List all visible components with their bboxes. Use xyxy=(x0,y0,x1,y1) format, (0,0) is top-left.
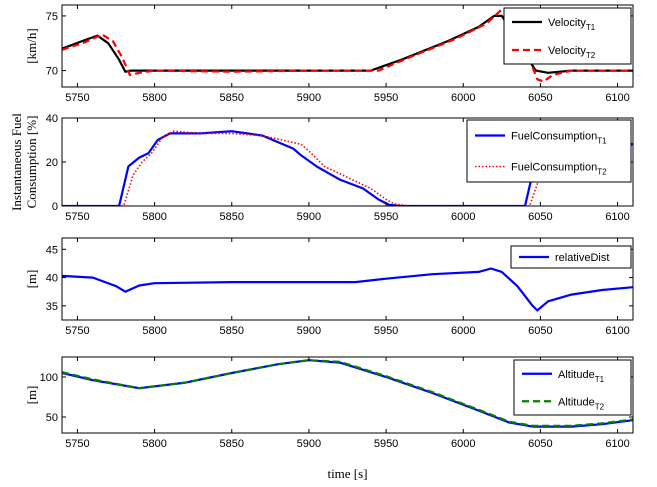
y-tick-label: 70 xyxy=(46,66,58,78)
legend-box xyxy=(510,245,632,269)
legend-label-subscript: T1 xyxy=(595,375,605,384)
chart-panel-4: 5750 5800 5850 5900 5950 6000 6050 6100 50 100[m]… xyxy=(24,356,634,481)
chart-panel-2: 5750 5800 5850 5900 5950 6000 6050 6100 0 20 40 Ins… xyxy=(9,113,634,223)
plot-frame xyxy=(61,237,634,321)
y-axis-label: Instantaneous Fuel xyxy=(9,113,24,211)
plot-frame xyxy=(61,356,634,434)
x-tick-label: 6100 xyxy=(605,325,629,337)
x-tick-label: 5950 xyxy=(374,92,398,104)
y-tick-label: 45 xyxy=(46,244,58,256)
series-line-2 xyxy=(62,359,633,427)
legend-box xyxy=(513,359,632,416)
legend: VelocityT1 VelocityT2 xyxy=(503,7,632,65)
y-tick-label: 20 xyxy=(46,157,58,169)
y-tick-label: 100 xyxy=(40,372,58,384)
x-tick-label: 6100 xyxy=(605,92,629,104)
legend-label-subscript: T2 xyxy=(586,51,596,60)
legend-label: VelocityT2 xyxy=(548,45,596,60)
x-tick-label: 5850 xyxy=(220,325,244,337)
x-tick-label: 6000 xyxy=(451,325,475,337)
y-axis-label: [m] xyxy=(24,270,39,289)
x-tick-label: 5800 xyxy=(142,92,166,104)
x-tick-label: 6050 xyxy=(528,325,552,337)
legend-label-subscript: T2 xyxy=(595,402,605,411)
x-tick-label: 6050 xyxy=(528,438,552,450)
legend-label: AltitudeT1 xyxy=(558,369,605,384)
y-axis-label: Consumption [%] xyxy=(24,116,39,209)
series-line-2 xyxy=(62,130,633,206)
x-tick-label: 6050 xyxy=(528,92,552,104)
x-tick-label: 5950 xyxy=(374,211,398,223)
legend: relativeDist xyxy=(510,245,632,269)
legend-label-subscript: T1 xyxy=(597,137,607,146)
legend-label-subscript: T2 xyxy=(597,168,607,177)
x-tick-label: 6100 xyxy=(605,438,629,450)
x-tick-label: 6000 xyxy=(451,211,475,223)
x-tick-label: 5850 xyxy=(220,438,244,450)
legend-box xyxy=(466,119,632,183)
legend-label-subscript: T1 xyxy=(586,23,596,32)
y-axis-label: [km/h] xyxy=(24,28,39,63)
chart-panel-3: 5750 5800 5850 5900 5950 6000 6050 6100 35 40 45 [m… xyxy=(24,237,634,337)
x-tick-label: 5750 xyxy=(65,92,89,104)
x-tick-label: 6000 xyxy=(451,438,475,450)
x-tick-label: 5900 xyxy=(297,211,321,223)
plot-frame xyxy=(61,4,634,88)
x-tick-label: 6000 xyxy=(451,92,475,104)
y-tick-label: 75 xyxy=(46,11,58,23)
x-tick-label: 6100 xyxy=(605,211,629,223)
x-tick-label: 5750 xyxy=(65,211,89,223)
series-group xyxy=(62,267,633,312)
legend-label: AltitudeT2 xyxy=(558,396,605,411)
legend-label: VelocityT1 xyxy=(548,17,596,32)
x-tick-label: 5900 xyxy=(297,438,321,450)
legend-label: FuelConsumptionT1 xyxy=(511,131,607,146)
y-tick-label: 35 xyxy=(46,301,58,313)
x-tick-label: 5750 xyxy=(65,325,89,337)
x-axis-label: time [s] xyxy=(327,466,367,481)
x-tick-label: 5850 xyxy=(220,92,244,104)
x-tick-label: 6050 xyxy=(528,211,552,223)
x-tick-label: 5750 xyxy=(65,438,89,450)
series-line-1 xyxy=(62,267,633,312)
y-tick-label: 40 xyxy=(46,113,58,125)
x-tick-label: 5900 xyxy=(297,325,321,337)
legend-label: relativeDist xyxy=(555,252,609,264)
legend: AltitudeT1 AltitudeT2 xyxy=(513,359,632,416)
legend: FuelConsumptionT1 FuelConsumptionT2 xyxy=(466,119,632,183)
series-group xyxy=(62,359,633,428)
legend-box xyxy=(503,7,632,65)
y-tick-label: 50 xyxy=(46,412,58,424)
chart-panel-1: 5750 5800 5850 5900 5950 6000 6050 6100 70 75 [km/… xyxy=(24,4,634,104)
x-tick-label: 5900 xyxy=(297,92,321,104)
x-tick-label: 5800 xyxy=(142,438,166,450)
y-tick-label: 0 xyxy=(52,201,58,213)
x-tick-label: 5950 xyxy=(374,438,398,450)
x-tick-label: 5800 xyxy=(142,211,166,223)
y-tick-label: 40 xyxy=(46,273,58,285)
x-tick-label: 5850 xyxy=(220,211,244,223)
y-axis-label: [m] xyxy=(24,386,39,405)
series-line-2 xyxy=(62,8,633,83)
x-tick-label: 5950 xyxy=(374,325,398,337)
x-tick-label: 5800 xyxy=(142,325,166,337)
legend-label: FuelConsumptionT2 xyxy=(511,162,607,177)
